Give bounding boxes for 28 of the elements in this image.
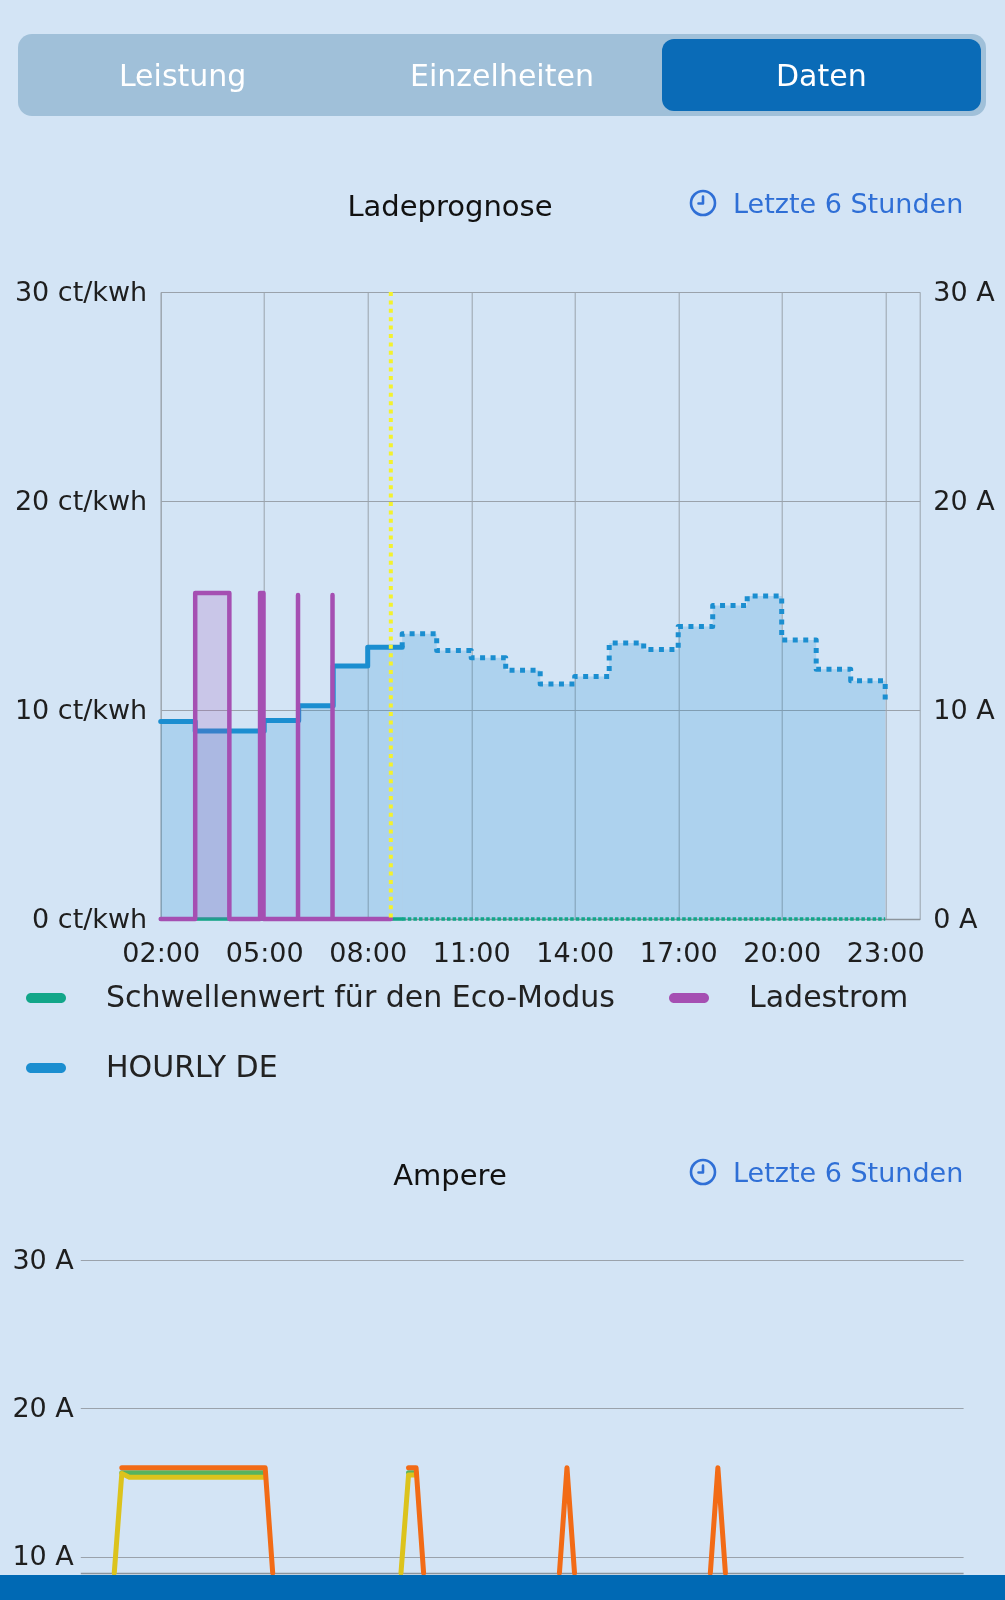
selected-tab: Daten (661, 39, 981, 111)
y-tick-label: 20 A (12, 1391, 75, 1423)
legend-label: HOURLY DE (106, 1049, 278, 1084)
y-tick-label: 0 ct/kwh (32, 902, 148, 934)
y-tick-label: 30 ct/kwh (14, 275, 148, 307)
x-tick-label: 11:00 (432, 936, 511, 968)
legend-label: Schwellenwert für den Eco-Modus (106, 979, 615, 1014)
chart-title: Ampere (393, 1158, 507, 1192)
x-tick-label: 08:00 (329, 936, 408, 968)
chart-subtitle: Letzte 6 Stunden (733, 187, 964, 219)
y2-tick-label: 30 A (933, 275, 996, 307)
x-tick-label: 20:00 (743, 936, 822, 968)
y-tick-label: 30 A (12, 1243, 75, 1275)
y-tick-label: 10 A (12, 1540, 75, 1572)
legend-label: Ladestrom (749, 979, 909, 1014)
y-tick-label: 20 ct/kwh (14, 484, 148, 516)
x-tick-label: 23:00 (846, 936, 925, 968)
y2-tick-label: 10 A (933, 693, 996, 725)
x-tick-label: 05:00 (225, 936, 304, 968)
y-tick-label: 10 ct/kwh (14, 693, 148, 725)
x-tick-label: 02:00 (122, 936, 201, 968)
chart-subtitle: Letzte 6 Stunden (733, 1156, 964, 1188)
chart-title: Ladeprognose (347, 189, 553, 223)
tab-bar: Leistung Einzelheiten Daten (18, 34, 986, 116)
y2-tick-label: 20 A (933, 484, 996, 516)
y2-tick-label: 0 A (933, 902, 978, 934)
x-tick-label: 14:00 (536, 936, 615, 968)
x-tick-label: 17:00 (639, 936, 718, 968)
